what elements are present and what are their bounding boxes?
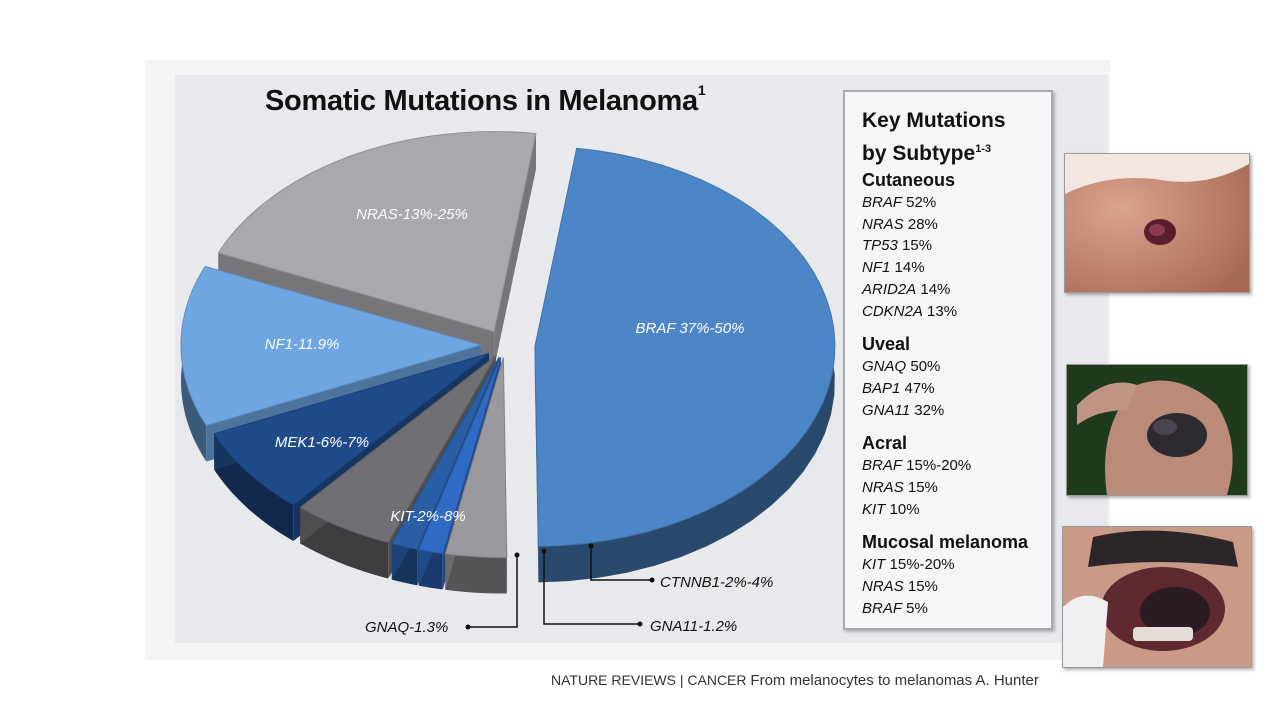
key-item-gene: BRAF xyxy=(862,457,903,475)
slice-label: NF1-11.9% xyxy=(265,336,340,353)
slice-label: MEK1-6%-7% xyxy=(275,434,369,451)
pie-slice xyxy=(534,147,836,547)
pie-slice xyxy=(217,131,537,333)
key-item: BRAF 5% xyxy=(862,600,928,617)
key-item: NF1 14% xyxy=(862,259,925,276)
chart-title: Somatic Mutations in Melanoma1 xyxy=(265,82,706,117)
key-group-title: Acral xyxy=(862,433,908,454)
key-item: ARID2A 14% xyxy=(862,281,950,298)
leader-dot xyxy=(541,548,547,554)
key-item-gene: BAP1 xyxy=(862,379,901,397)
key-item-percent: 15% xyxy=(903,578,938,596)
pie-slice xyxy=(418,357,502,555)
key-item: GNAQ 50% xyxy=(862,358,940,375)
key-item-gene: NRAS xyxy=(862,479,904,496)
key-item-gene: CDKN2A xyxy=(862,302,923,320)
key-item: BAP1 47% xyxy=(862,380,935,397)
pie-slice xyxy=(213,352,490,506)
key-item-gene: KIT xyxy=(862,556,886,574)
pie-slice xyxy=(444,357,508,559)
key-item: NRAS 15% xyxy=(862,479,938,496)
key-group-title: Uveal xyxy=(862,334,911,355)
key-item-percent: 28% xyxy=(903,215,938,233)
key-mutations-panel: Key Mutations by Subtype1-3 Cutaneous BRA… xyxy=(843,90,1053,630)
footer-caption: NATURE REVIEWS | CANCER From melanocytes… xyxy=(551,672,1039,689)
key-item: GNA11 32% xyxy=(862,402,944,419)
key-item-gene: ARID2A xyxy=(862,280,917,298)
mucosal-photo-image xyxy=(1063,527,1251,667)
leader-dot xyxy=(465,624,471,630)
mucosal-melanoma-photo xyxy=(1062,526,1252,668)
key-item-gene: NF1 xyxy=(862,259,891,277)
key-item-gene: KIT xyxy=(862,500,886,518)
slice-label: CTNNB1-2%-4% xyxy=(660,574,773,591)
key-item-percent: 5% xyxy=(902,599,928,617)
key-item-gene: NRAS xyxy=(862,215,904,233)
key-item: NRAS 28% xyxy=(862,216,938,233)
key-item: BRAF 52% xyxy=(862,194,936,211)
key-group-title: Cutaneous xyxy=(862,170,956,190)
slice-label: GNAQ-1.3% xyxy=(365,619,448,636)
slice-label: NRAS-13%-25% xyxy=(356,206,468,223)
pie-chart: BRAF 37%-50% CTNNB1-2%-4% GNA11-1.2% GNAQ-1… xyxy=(180,131,836,636)
leader-dot xyxy=(649,577,655,583)
key-item-gene: TP53 xyxy=(862,237,898,255)
acral-melanoma-photo xyxy=(1066,364,1248,496)
key-item: KIT 15%-20% xyxy=(862,556,955,573)
key-item-percent: 15% xyxy=(903,479,938,496)
key-item-percent: 15%-20% xyxy=(885,556,955,574)
key-item: NRAS 15% xyxy=(862,578,938,595)
cutaneous-photo-image xyxy=(1065,154,1249,292)
slice-label: GNA11-1.2% xyxy=(650,618,737,635)
key-item-percent: 52% xyxy=(902,194,937,211)
leader-dot xyxy=(514,552,520,558)
leader-dot xyxy=(588,543,594,549)
slice-label: BRAF 37%-50% xyxy=(636,320,745,337)
leader-dot xyxy=(637,621,643,627)
key-group-title: Mucosal melanoma xyxy=(862,532,1029,553)
key-item-gene: BRAF xyxy=(862,599,903,617)
key-item: KIT 10% xyxy=(862,501,920,518)
pie-slice xyxy=(299,355,497,544)
key-item-percent: 15% xyxy=(897,237,933,255)
key-item-gene: NRAS xyxy=(862,578,904,596)
key-item-percent: 32% xyxy=(910,401,945,419)
slice-label: KIT-2%-8% xyxy=(390,508,465,525)
key-item: BRAF 15%-20% xyxy=(862,457,971,474)
key-item-percent: 14% xyxy=(890,259,925,277)
key-item-gene: GNAQ xyxy=(862,358,907,376)
key-item: TP53 15% xyxy=(862,237,932,254)
leader-line xyxy=(468,555,518,628)
key-item-percent: 10% xyxy=(885,500,920,518)
pie-slice xyxy=(180,265,483,427)
key-item-percent: 47% xyxy=(900,379,935,397)
key-item-gene: BRAF xyxy=(862,194,903,211)
key-item-percent: 15%-20% xyxy=(902,457,972,475)
pie-slice xyxy=(391,356,500,550)
key-item-gene: GNA11 xyxy=(862,401,911,419)
leader-line xyxy=(590,546,652,581)
key-item-percent: 13% xyxy=(922,302,958,320)
acral-photo-image xyxy=(1067,365,1247,495)
key-item: CDKN2A 13% xyxy=(862,303,957,320)
key-item-percent: 50% xyxy=(906,358,941,376)
key-title: Key Mutations by Subtype1-3 xyxy=(862,109,1006,165)
key-item-percent: 14% xyxy=(916,280,951,298)
leader-line xyxy=(543,551,640,625)
cutaneous-melanoma-photo xyxy=(1064,153,1250,293)
